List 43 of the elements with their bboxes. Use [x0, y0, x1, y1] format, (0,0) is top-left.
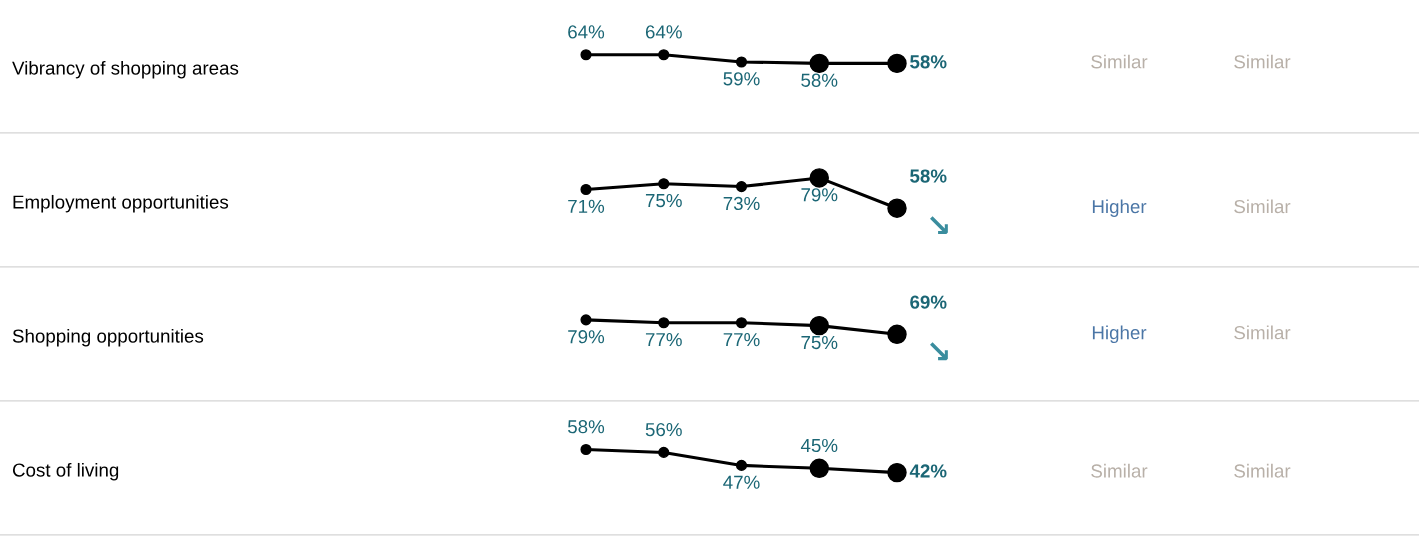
y-axis-title: Shopping opportunities	[12, 328, 204, 347]
text: Higher	[1092, 325, 1147, 344]
text: Higher	[1092, 199, 1147, 217]
text: Similar	[1234, 199, 1291, 214]
y-axis-title: Employment opportunities	[13, 194, 229, 213]
data-label: 58%	[910, 55, 947, 69]
data-label: 56%	[645, 422, 682, 437]
point	[735, 459, 748, 471]
data-label: 75%	[801, 335, 838, 350]
y-axis-title: Vibrancy of shopping areas	[12, 60, 239, 79]
data-label: 45%	[800, 438, 838, 453]
point	[580, 443, 592, 456]
data-label: 59%	[723, 72, 760, 86]
text: Similar	[1091, 463, 1148, 478]
text: Similar	[1091, 54, 1148, 69]
data-label: 47%	[723, 475, 760, 489]
data-label: 77%	[645, 333, 682, 347]
text: Similar	[1234, 463, 1291, 478]
data-label: 77%	[723, 333, 760, 347]
data-label: 58%	[801, 73, 838, 87]
data-label: 42%	[909, 464, 947, 478]
text: Similar	[1234, 325, 1291, 340]
data-label: 79%	[568, 330, 605, 344]
text: Similar	[1234, 54, 1291, 69]
point	[580, 183, 592, 196]
data-label: 64%	[568, 25, 605, 39]
data-label: 75%	[645, 194, 682, 208]
text: ↘	[930, 342, 948, 361]
point	[580, 314, 592, 326]
y-axis-title: Cost of living	[12, 462, 119, 481]
data-label: 64%	[645, 25, 682, 39]
data-label: 69%	[910, 295, 947, 309]
data-label: 58%	[910, 169, 947, 183]
data-label: 79%	[801, 188, 838, 202]
text: ↘	[930, 216, 948, 235]
data-label: 58%	[567, 420, 605, 434]
point	[658, 446, 670, 458]
point	[658, 178, 670, 190]
data-label: 71%	[568, 199, 605, 213]
point	[658, 317, 670, 329]
point	[735, 181, 748, 193]
data-label: 73%	[723, 196, 760, 211]
point	[735, 317, 748, 329]
